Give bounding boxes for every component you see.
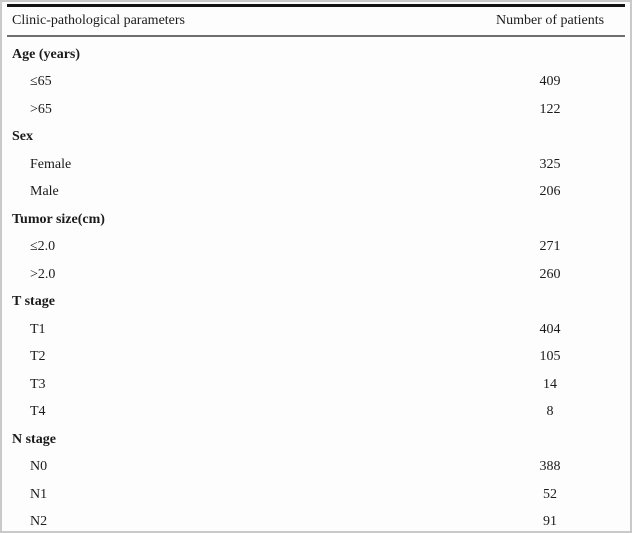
- row-item-t1: T1 404: [7, 316, 625, 344]
- row-item-t2: T2 105: [7, 344, 625, 372]
- param-cell: Tumor size(cm): [12, 211, 105, 227]
- value-cell: 388: [539, 459, 561, 475]
- header-divider-rule: [7, 35, 625, 37]
- param-cell: >2.0: [30, 266, 56, 282]
- row-section-sex: Sex: [7, 124, 625, 152]
- table-top-rule: [7, 4, 625, 7]
- param-cell: T1: [30, 321, 46, 337]
- value-cell: 8: [546, 404, 554, 420]
- row-section-age: Age (years): [7, 41, 625, 69]
- value-cell: 105: [539, 349, 561, 365]
- param-cell: ≤65: [30, 74, 52, 90]
- value-cell: 409: [539, 74, 561, 90]
- param-cell: N0: [30, 459, 48, 475]
- row-item-t3: T3 14: [7, 371, 625, 399]
- clinicopathological-table: Clinic-pathological parameters Number of…: [7, 4, 625, 532]
- row-item-sex-female: Female 325: [7, 151, 625, 179]
- row-section-n-stage: N stage: [7, 426, 625, 454]
- param-cell: T stage: [12, 294, 55, 310]
- param-cell: Sex: [12, 129, 33, 145]
- value-cell: 404: [539, 321, 561, 337]
- value-cell: 122: [539, 101, 561, 117]
- param-cell: Male: [30, 184, 59, 200]
- row-item-sex-male: Male 206: [7, 179, 625, 207]
- table-body: Age (years) ≤65 409 >65 122 Sex Female 3…: [7, 37, 625, 532]
- value-cell: 271: [539, 239, 561, 255]
- param-cell: T4: [30, 404, 46, 420]
- row-item-n2: N2 91: [7, 509, 625, 532]
- value-cell: 325: [539, 156, 561, 172]
- value-cell: 14: [543, 376, 557, 392]
- param-cell: Age (years): [12, 46, 81, 62]
- value-cell: 52: [543, 486, 557, 502]
- row-item-n0: N0 388: [7, 454, 625, 482]
- row-section-tumor-size: Tumor size(cm): [7, 206, 625, 234]
- param-cell: ≤2.0: [30, 239, 56, 255]
- row-item-size-le2: ≤2.0 271: [7, 234, 625, 262]
- param-cell: T3: [30, 376, 46, 392]
- row-section-t-stage: T stage: [7, 289, 625, 317]
- row-item-size-gt2: >2.0 260: [7, 261, 625, 289]
- row-item-t4: T4 8: [7, 399, 625, 427]
- value-cell: 91: [543, 514, 557, 530]
- value-cell: 260: [539, 266, 561, 282]
- column-header-patients: Number of patients: [495, 13, 605, 28]
- row-item-n1: N1 52: [7, 481, 625, 509]
- table-header-row: Clinic-pathological parameters Number of…: [7, 7, 625, 35]
- value-cell: 206: [539, 184, 561, 200]
- row-item-age-le65: ≤65 409: [7, 69, 625, 97]
- param-cell: N stage: [12, 431, 56, 447]
- param-cell: N2: [30, 514, 48, 530]
- param-cell: T2: [30, 349, 46, 365]
- param-cell: Female: [30, 156, 72, 172]
- param-cell: N1: [30, 486, 48, 502]
- column-header-parameters: Clinic-pathological parameters: [12, 13, 185, 28]
- param-cell: >65: [30, 101, 52, 117]
- row-item-age-gt65: >65 122: [7, 96, 625, 124]
